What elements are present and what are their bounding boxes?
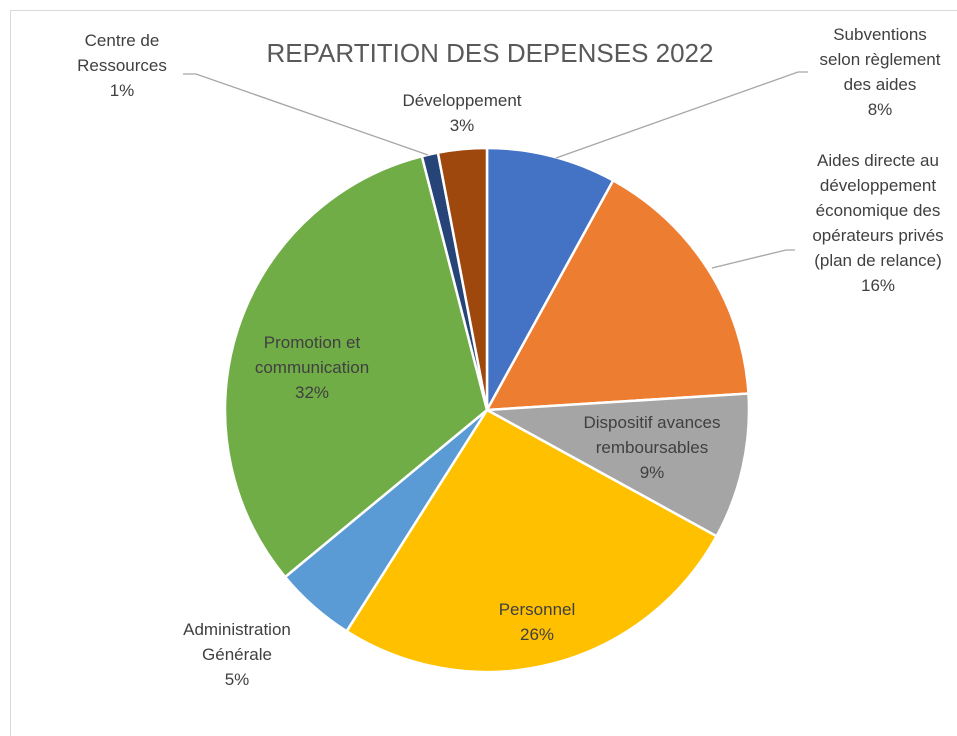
label-name: Dispositif avances remboursables [583,413,721,457]
data-label: Personnel 26% [467,597,607,647]
chart-border [10,10,957,736]
label-value: 9% [639,463,665,482]
pie-slice [484,178,750,412]
leader-line [711,249,795,269]
label-value: 1% [109,81,135,100]
data-label: Promotion et communication 32% [227,330,397,405]
chart-title: REPARTITION DES DEPENSES 2022 [266,38,714,68]
pie-slice [436,146,489,411]
label-value: 16% [860,276,896,295]
label-name: Administration Générale [183,620,291,664]
label-value: 26% [519,625,555,644]
label-value: 8% [867,100,893,119]
data-label: Dispositif avances remboursables 9% [567,410,737,485]
pie [223,146,751,674]
label-value: 3% [449,116,475,135]
pie-slice [482,392,751,538]
data-label: Administration Générale 5% [162,617,312,692]
data-label: Aides directe au développement économiqu… [798,148,957,298]
label-value: 5% [224,670,250,689]
data-label: Développement 3% [377,88,547,138]
label-name: Aides directe au développement économiqu… [812,151,944,270]
label-name: Subventions selon règlement des aides [819,25,941,94]
leader-line [555,71,808,159]
label-name: Centre de Ressources [77,31,167,75]
data-label: Centre de Ressources 1% [67,28,177,103]
pie-slice [485,146,615,411]
leader-line [183,73,429,156]
label-name: Développement [402,91,522,110]
pie-slice [223,154,489,579]
label-name: Personnel [498,600,576,619]
pie-slice [344,408,719,674]
data-label: Subventions selon règlement des aides 8% [815,22,945,122]
label-value: 32% [294,383,330,402]
label-name: Promotion et communication [254,333,370,377]
